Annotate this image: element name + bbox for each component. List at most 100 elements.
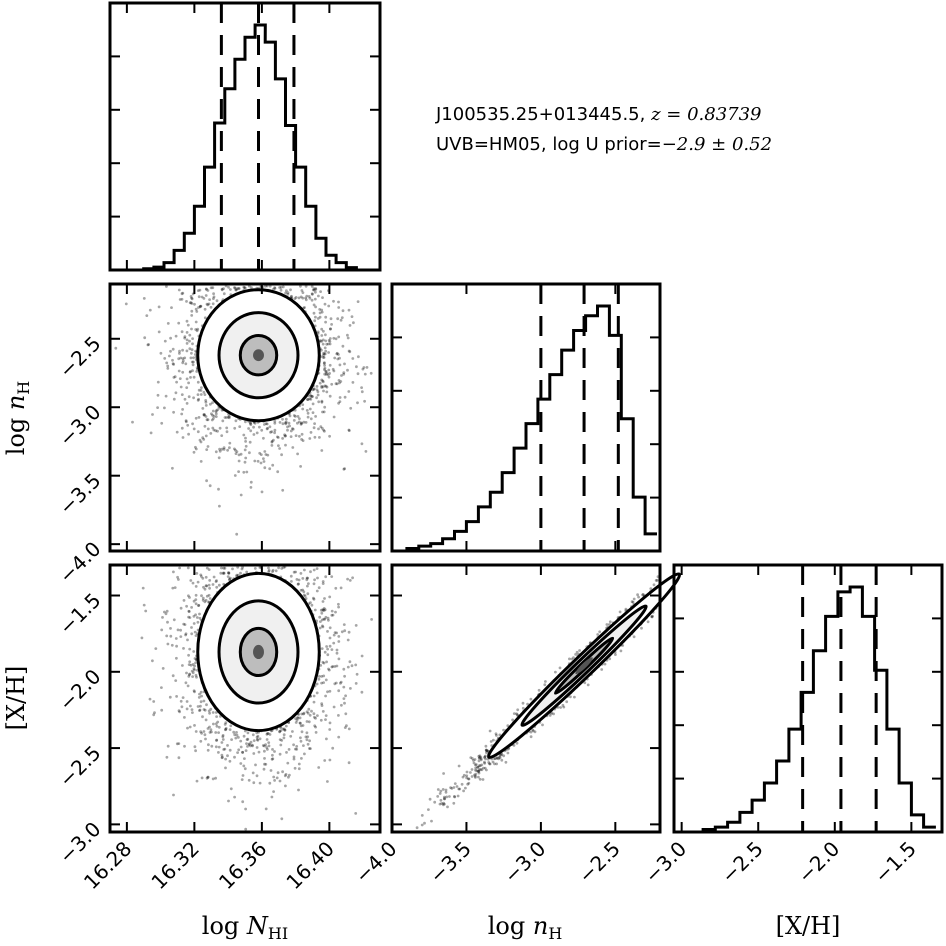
scatter-point xyxy=(296,415,300,418)
scatter-point xyxy=(163,406,166,410)
scatter-point xyxy=(334,610,337,614)
scatter-point xyxy=(292,414,296,417)
scatter-point xyxy=(320,400,324,404)
scatter-point xyxy=(258,451,262,455)
scatter-point xyxy=(324,384,328,388)
scatter-point xyxy=(354,812,358,815)
scatter-point xyxy=(319,425,323,429)
scatter-point xyxy=(318,615,322,619)
scatter-point xyxy=(324,615,328,619)
scatter-point xyxy=(218,447,222,451)
scatter-point xyxy=(323,364,326,367)
scatter-point xyxy=(212,292,216,296)
scatter-point xyxy=(350,664,354,668)
scatter-point xyxy=(185,331,189,334)
scatter-point xyxy=(243,757,246,760)
scatter-point xyxy=(228,446,231,450)
scatter-point xyxy=(346,577,349,581)
scatter-point xyxy=(337,306,341,309)
scatter-point xyxy=(199,573,203,577)
scatter-point xyxy=(305,731,309,735)
scatter-point xyxy=(312,303,316,307)
scatter-point xyxy=(301,403,305,406)
scatter-point xyxy=(191,711,194,714)
scatter-point xyxy=(189,356,193,360)
scatter-point xyxy=(202,699,206,703)
scatter-point xyxy=(321,379,325,383)
scatter-point xyxy=(178,352,181,355)
scatter-point xyxy=(172,397,176,401)
scatter-point xyxy=(202,413,206,417)
scatter-point xyxy=(190,302,194,305)
scatter-point xyxy=(194,416,198,420)
scatter-point xyxy=(189,295,193,298)
scatter-point xyxy=(328,595,332,599)
scatter-point xyxy=(287,748,291,751)
scatter-point xyxy=(177,709,181,713)
scatter-point xyxy=(203,424,207,428)
scatter-point xyxy=(303,306,306,309)
scatter-point xyxy=(307,707,311,711)
scatter-point xyxy=(279,729,283,732)
scatter-point xyxy=(270,444,274,447)
scatter-point xyxy=(191,363,195,367)
scatter-point xyxy=(248,744,252,748)
scatter-point xyxy=(330,575,334,578)
scatter-point xyxy=(191,675,195,678)
scatter-point xyxy=(298,716,302,720)
scatter-point xyxy=(289,435,293,438)
scatter-point xyxy=(242,285,246,289)
scatter-point xyxy=(235,288,238,292)
scatter-point xyxy=(187,432,191,436)
scatter-point xyxy=(222,446,226,450)
scatter-point xyxy=(195,572,199,575)
scatter-point xyxy=(211,409,215,413)
scatter-point xyxy=(310,709,313,713)
scatter-point xyxy=(254,763,257,767)
scatter-point xyxy=(171,362,175,366)
scatter-point xyxy=(217,731,221,734)
scatter-point xyxy=(335,651,339,655)
scatter-point xyxy=(170,643,174,647)
scatter-point xyxy=(338,363,342,367)
scatter-point xyxy=(192,689,196,693)
scatter-point xyxy=(296,716,300,720)
scatter-point xyxy=(233,286,236,289)
scatter-point xyxy=(314,415,317,418)
scatter-point xyxy=(206,775,210,779)
scatter-point xyxy=(237,287,241,290)
scatter-point xyxy=(363,372,367,376)
scatter-point xyxy=(221,734,225,737)
scatter-point xyxy=(223,416,227,419)
scatter-point xyxy=(253,459,257,463)
scatter-point xyxy=(306,415,310,419)
scatter-point xyxy=(308,713,312,717)
scatter-point xyxy=(313,608,317,612)
scatter-point xyxy=(271,568,275,572)
scatter-point xyxy=(262,457,265,460)
scatter-point xyxy=(323,372,327,376)
scatter-point xyxy=(186,684,190,688)
scatter-point xyxy=(320,334,324,337)
scatter-point xyxy=(299,739,303,743)
scatter-point xyxy=(206,418,210,422)
scatter-point xyxy=(282,736,286,740)
scatter-point xyxy=(323,759,327,762)
scatter-point xyxy=(328,758,332,762)
scatter-point xyxy=(258,425,261,429)
scatter-point xyxy=(199,304,202,308)
scatter-point xyxy=(296,452,299,456)
scatter-point xyxy=(215,715,219,718)
scatter-point xyxy=(347,761,351,765)
scatter-point xyxy=(337,714,340,717)
scatter-point xyxy=(233,474,237,477)
scatter-point xyxy=(160,708,164,712)
scatter-point xyxy=(188,301,192,305)
scatter-point xyxy=(202,438,206,441)
scatter-point xyxy=(220,287,224,291)
scatter-point xyxy=(328,372,331,375)
scatter-point xyxy=(177,288,181,292)
scatter-point xyxy=(191,581,195,585)
scatter-point xyxy=(323,302,327,306)
scatter-point xyxy=(214,731,218,734)
